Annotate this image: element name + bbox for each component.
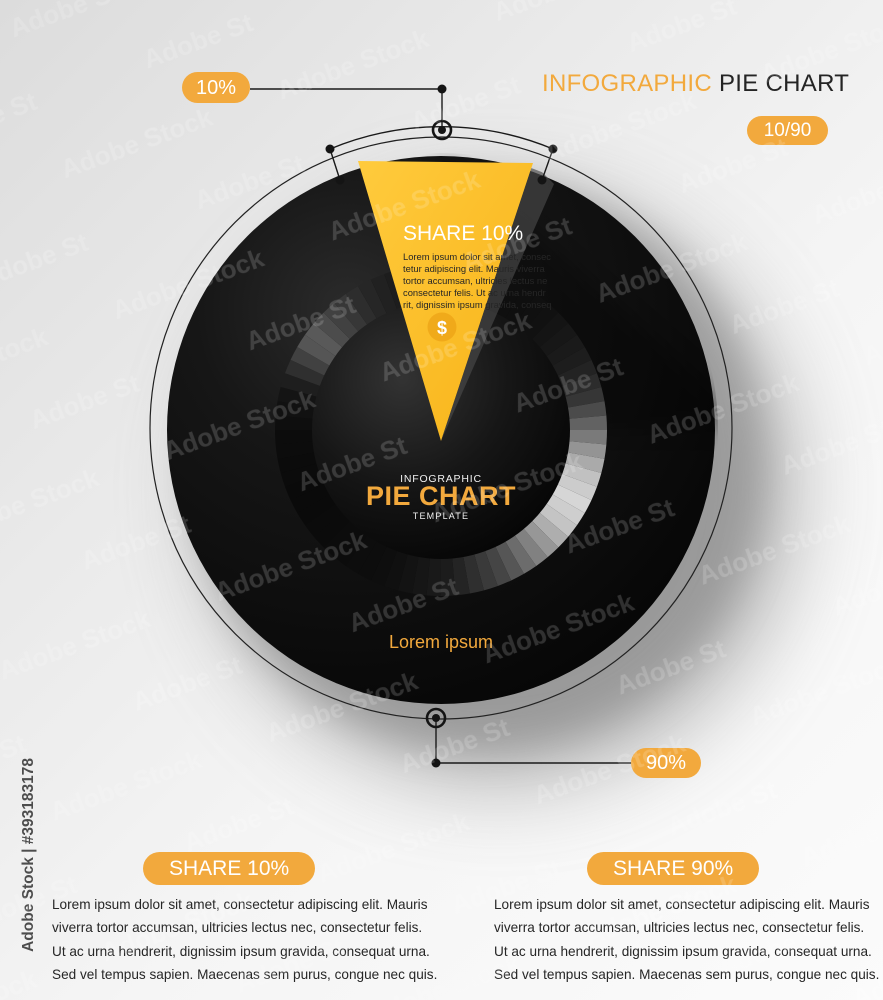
- svg-text:90%: 90%: [646, 752, 686, 774]
- svg-text:SHARE 10%: SHARE 10%: [403, 222, 523, 245]
- svg-text:Lorem ipsum dolor sit amet, co: Lorem ipsum dolor sit amet, consec: [403, 251, 551, 262]
- svg-text:Lorem ipsum: Lorem ipsum: [389, 632, 493, 652]
- svg-text:PIE CHART: PIE CHART: [366, 481, 516, 511]
- svg-text:tortor accumsan, ultricies lec: tortor accumsan, ultricies lectus ne: [403, 275, 547, 286]
- svg-text:rit, dignissim ipsum gravida,: rit, dignissim ipsum gravida, conseq: [403, 299, 552, 310]
- svg-text:TEMPLATE: TEMPLATE: [413, 511, 469, 521]
- svg-text:consectetur felis. Ut ac urna: consectetur felis. Ut ac urna hendr: [403, 287, 546, 298]
- svg-text:10%: 10%: [196, 77, 236, 99]
- svg-text:$: $: [437, 318, 447, 338]
- svg-text:tetur adipiscing elit. Mauris: tetur adipiscing elit. Mauris viverra: [403, 263, 546, 274]
